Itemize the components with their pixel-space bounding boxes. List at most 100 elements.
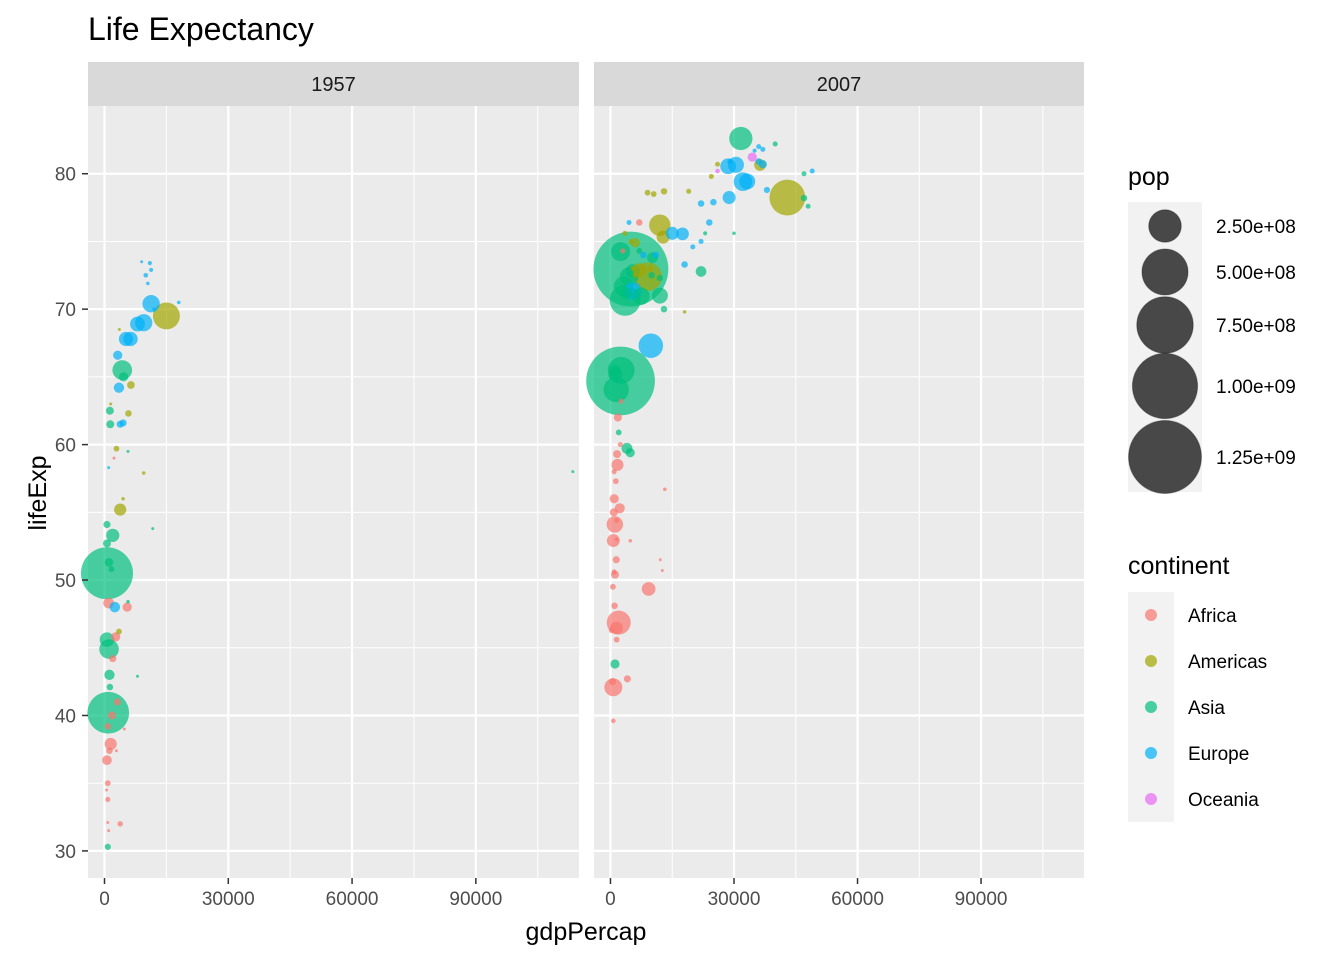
data-point xyxy=(698,238,704,244)
legend-continent-key xyxy=(1145,701,1157,713)
data-point xyxy=(665,226,679,240)
data-point xyxy=(117,821,123,827)
data-point xyxy=(611,602,618,610)
data-point xyxy=(99,632,115,647)
legend-pop-key xyxy=(1128,420,1202,494)
data-point xyxy=(121,496,125,501)
facet-panel-1957: 1957 0 30000 60000 90000 xyxy=(80,62,579,910)
data-point xyxy=(611,458,624,471)
x-tick-label: 60000 xyxy=(831,889,884,910)
data-point xyxy=(763,186,771,194)
data-point xyxy=(727,159,733,165)
data-point xyxy=(638,333,664,358)
data-point xyxy=(125,410,132,417)
data-point xyxy=(106,683,114,691)
data-point xyxy=(660,569,664,573)
data-point xyxy=(620,287,633,300)
data-point xyxy=(648,272,655,279)
y-tick-label: 50 xyxy=(55,571,76,592)
legend-pop-title: pop xyxy=(1128,163,1170,191)
data-point xyxy=(772,141,778,147)
data-point xyxy=(613,413,622,422)
data-point xyxy=(660,188,668,195)
data-point xyxy=(102,755,112,766)
facet-strip-label: 1957 xyxy=(311,74,356,96)
data-point xyxy=(623,675,631,683)
data-point xyxy=(636,248,643,254)
x-axis-title: gdpPercap xyxy=(526,918,647,946)
legend-continent-key xyxy=(1145,793,1157,805)
data-point xyxy=(103,520,111,529)
legend-continent-key xyxy=(1145,655,1157,667)
data-point xyxy=(142,295,160,313)
data-point xyxy=(608,678,617,686)
legend-pop-key xyxy=(1148,209,1182,243)
data-point xyxy=(690,244,696,250)
data-point xyxy=(104,723,112,730)
facet-strip xyxy=(594,62,1084,106)
data-point xyxy=(632,287,650,305)
data-point xyxy=(739,173,756,190)
data-point xyxy=(117,327,121,331)
x-tick-label: 30000 xyxy=(708,889,761,910)
data-point xyxy=(105,788,109,792)
legend-pop-key xyxy=(1141,248,1189,296)
data-point xyxy=(149,267,154,272)
data-point xyxy=(126,599,130,604)
data-point xyxy=(809,168,815,174)
data-point xyxy=(609,494,619,504)
data-point xyxy=(641,582,656,596)
data-point xyxy=(136,674,140,678)
data-point xyxy=(649,214,671,236)
data-point xyxy=(612,478,619,485)
data-point xyxy=(706,219,713,226)
data-point xyxy=(106,420,115,429)
data-point xyxy=(613,450,622,459)
data-point xyxy=(122,602,132,612)
data-point xyxy=(660,305,668,313)
data-point xyxy=(119,419,127,427)
data-point xyxy=(113,382,125,393)
data-point xyxy=(152,307,156,311)
data-point xyxy=(106,747,113,754)
data-point xyxy=(617,442,623,448)
data-point xyxy=(658,558,662,562)
data-point xyxy=(756,144,762,150)
x-tick-label: 90000 xyxy=(955,889,1008,910)
y-tick-label: 60 xyxy=(55,436,76,457)
legend-pop: pop 2.50e+08 5.00e+08 7.50e+08 1.00e+09 1.25e… xyxy=(1128,163,1296,494)
data-point xyxy=(610,659,620,669)
data-point xyxy=(112,456,116,460)
legend-pop-label: 1.00e+09 xyxy=(1216,377,1296,398)
data-point xyxy=(604,678,623,697)
data-point xyxy=(104,558,114,567)
data-point xyxy=(113,445,120,452)
data-point xyxy=(611,569,617,575)
data-point xyxy=(106,528,120,542)
chart-title: Life Expectancy xyxy=(88,11,314,47)
x-tick-label: 0 xyxy=(605,889,616,910)
data-point xyxy=(625,448,635,458)
panel-background xyxy=(88,106,579,878)
facet-strip-label: 2007 xyxy=(817,74,862,96)
legend-continent-key xyxy=(1145,609,1157,621)
legend-continent-label: Oceania xyxy=(1188,790,1259,811)
data-point xyxy=(104,737,117,751)
facet-panels: 1957 0 30000 60000 90000 2007 0 30000 60000 90000… xyxy=(55,62,1084,910)
data-point xyxy=(114,749,118,753)
data-point xyxy=(108,566,115,573)
data-point xyxy=(141,471,146,475)
data-point xyxy=(703,231,708,236)
data-point xyxy=(752,148,757,153)
data-point xyxy=(105,796,111,802)
data-point xyxy=(622,230,628,236)
facet-strip xyxy=(88,62,579,106)
data-point xyxy=(102,539,111,548)
legend-pop-key xyxy=(1131,352,1199,420)
data-point xyxy=(147,261,152,266)
data-point xyxy=(610,583,616,590)
legend-pop-label: 1.25e+09 xyxy=(1216,448,1296,469)
data-point xyxy=(118,372,129,382)
data-point xyxy=(122,727,126,731)
